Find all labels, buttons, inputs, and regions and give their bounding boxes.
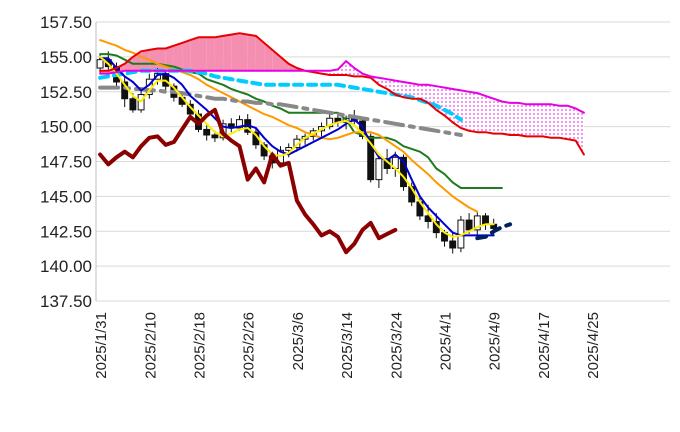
- cloud-segment: [493, 98, 502, 134]
- cloud-segment: [501, 101, 511, 135]
- y-tick-label: 152.50: [40, 83, 92, 102]
- cloud-segment: [141, 49, 150, 71]
- x-tick-label: 2025/3/24: [388, 312, 405, 379]
- cloud-segment: [149, 48, 158, 71]
- y-tick-label: 155.00: [40, 48, 92, 67]
- cloud-segment: [460, 90, 470, 131]
- cloud-segment: [567, 105, 576, 141]
- cloud-segment: [510, 102, 519, 135]
- x-tick-label: 2025/3/14: [339, 312, 356, 379]
- cloud-segment: [534, 104, 543, 137]
- cloud-segment: [378, 77, 388, 89]
- cloud-segment: [272, 49, 281, 71]
- y-tick-label: 137.50: [40, 292, 92, 311]
- cloud-segment: [124, 56, 133, 71]
- x-tick-label: 2025/4/1: [438, 312, 455, 370]
- cloud-segment: [387, 79, 396, 95]
- cloud-segment: [485, 95, 494, 134]
- y-tick-label: 147.50: [40, 153, 92, 172]
- cloud-segment: [206, 37, 215, 71]
- x-tick-label: 2025/3/6: [290, 312, 307, 370]
- cloud-segment: [411, 83, 420, 99]
- cloud-segment: [239, 33, 248, 71]
- y-tick-label: 142.50: [40, 222, 92, 241]
- x-tick-label: 2025/1/31: [93, 312, 110, 379]
- series-line-4: [99, 57, 495, 237]
- series-line-1: [99, 60, 585, 114]
- x-tick-label: 2025/4/9: [487, 312, 504, 370]
- cloud-segment: [247, 34, 256, 71]
- candle: [482, 213, 489, 230]
- candle: [227, 118, 235, 133]
- cloud-segment: [231, 33, 240, 71]
- x-tick-label: 2025/4/25: [585, 312, 602, 379]
- cloud-segment: [214, 35, 224, 71]
- cloud-segment: [551, 104, 560, 138]
- series-line-0: [99, 32, 585, 156]
- series-lines: [98, 32, 585, 255]
- x-tick-label: 2025/4/17: [536, 312, 553, 379]
- cloud-segment: [419, 84, 429, 103]
- cloud-segment: [280, 56, 289, 71]
- candle: [326, 114, 334, 130]
- cloud-segment: [346, 61, 355, 77]
- series-line-6: [99, 55, 495, 238]
- cloud-segment: [223, 34, 232, 71]
- candle: [236, 115, 243, 131]
- cloud-segment: [526, 104, 535, 137]
- cloud-segment: [559, 105, 568, 140]
- cloud-segment: [542, 104, 552, 138]
- x-tick-label: 2025/2/26: [241, 312, 258, 379]
- x-tick-label: 2025/2/18: [192, 312, 209, 379]
- x-tick-label: 2025/2/10: [142, 312, 159, 379]
- cloud-segment: [518, 102, 527, 137]
- candle: [375, 154, 383, 189]
- series-line-5: [99, 39, 479, 213]
- series-line-10: [475, 222, 513, 241]
- cloud-segment: [264, 42, 273, 71]
- cloud-segment: [469, 91, 478, 133]
- candle: [473, 211, 481, 237]
- y-axis: 157.50 155.00 152.50 150.00 147.50 145.00 142.…: [40, 13, 92, 311]
- cloud-segment: [477, 93, 486, 133]
- series-line-3: [99, 53, 503, 189]
- cloud-segment: [198, 37, 207, 71]
- y-tick-label: 150.00: [40, 118, 92, 137]
- y-tick-label: 145.00: [40, 187, 92, 206]
- x-axis: 2025/1/31 2025/2/10 2025/2/18 2025/2/26 2025…: [93, 312, 602, 379]
- cloud-segment: [190, 37, 199, 71]
- series-line-7: [98, 107, 398, 255]
- candle: [203, 125, 211, 141]
- cloud-segment: [255, 35, 265, 71]
- series-line-9: [98, 85, 463, 137]
- cloud-segment: [182, 40, 191, 71]
- cloud-area: [100, 33, 584, 155]
- cloud-segment: [157, 48, 166, 71]
- y-tick-label: 140.00: [40, 257, 92, 276]
- cloud-segment: [173, 42, 183, 71]
- y-tick-label: 157.50: [40, 13, 92, 32]
